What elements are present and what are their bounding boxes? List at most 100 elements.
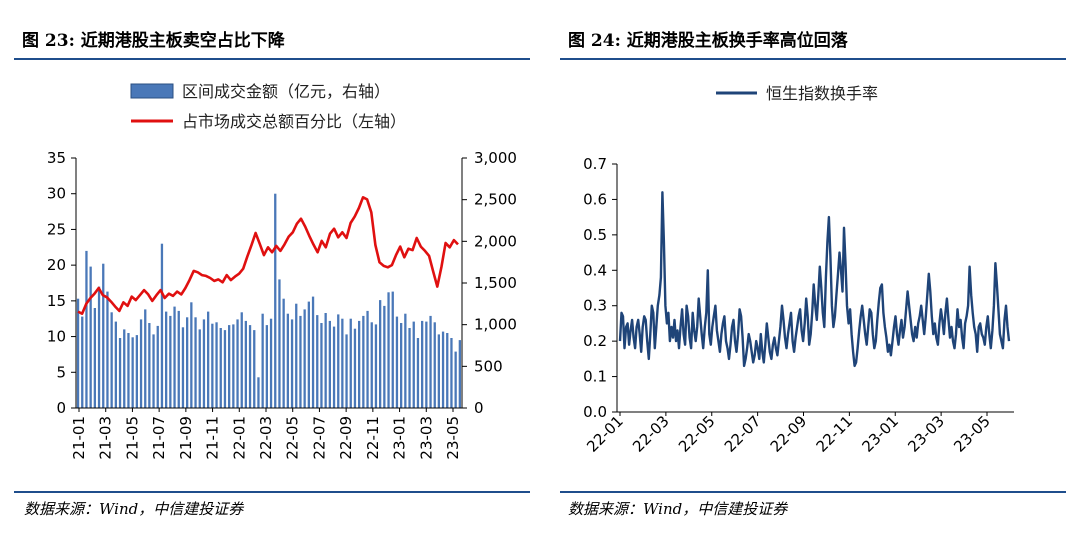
turnover-y-tick-label: 0.4 (583, 261, 607, 279)
volume-bar (433, 322, 436, 408)
volume-bar (454, 351, 457, 408)
volume-bar (253, 330, 256, 408)
volume-bar (265, 325, 268, 408)
volume-bar (181, 327, 185, 408)
volume-bar (379, 300, 382, 408)
turnover-x-tick-label: 22-09 (767, 412, 811, 456)
volume-bar (215, 322, 218, 408)
volume-bar (202, 319, 206, 408)
left-x-tick-label: 23-03 (417, 416, 435, 460)
volume-bar (374, 324, 378, 408)
volume-bar (458, 340, 461, 408)
volume-bar (446, 333, 449, 408)
volume-bar (194, 317, 197, 408)
left-x-tick-label: 22-01 (230, 416, 248, 460)
volume-bar (286, 313, 289, 408)
volume-bar (219, 328, 222, 408)
volume-bar (76, 298, 80, 408)
volume-bar (228, 325, 231, 408)
turnover-y-tick-label: 0.3 (583, 297, 607, 315)
left-y-tick-label: 15 (47, 292, 66, 310)
volume-bar (244, 320, 247, 408)
volume-bar (93, 308, 96, 408)
right-source-note: 数据来源：Wind，中信建投证券 (568, 500, 788, 518)
volume-bar (353, 328, 357, 408)
volume-bar (211, 323, 214, 408)
left-figure-title: 图 23: 近期港股主板卖空占比下降 (22, 31, 285, 51)
volume-bar (337, 314, 340, 408)
turnover-x-tick-label: 22-07 (721, 412, 765, 456)
volume-bar (156, 325, 159, 408)
volume-bar (152, 334, 155, 408)
turnover-rate-line (618, 191, 1011, 368)
volume-bar (429, 315, 432, 408)
volume-bar (160, 243, 164, 408)
left-x-tick-label: 22-07 (310, 416, 328, 460)
volume-bar (316, 315, 319, 408)
volume-bar (127, 333, 130, 408)
right-y-tick-label: 2,000 (474, 232, 517, 250)
volume-bar (400, 323, 403, 408)
volume-bar (412, 321, 415, 408)
volume-bar (404, 313, 407, 408)
volume-bar (81, 316, 84, 408)
left-x-tick-label: 23-01 (391, 416, 409, 460)
left-x-tick-label: 21-09 (177, 416, 195, 460)
volume-bar (416, 338, 420, 408)
volume-bar (303, 309, 306, 408)
left-x-tick-label: 22-11 (364, 416, 382, 460)
short-sell-ratio-line (77, 196, 459, 316)
volume-bar (123, 329, 126, 408)
volume-bar (240, 312, 243, 408)
volume-bar (248, 325, 252, 408)
turnover-y-tick-label: 0.0 (583, 403, 607, 421)
volume-bar (177, 310, 180, 408)
volume-bar (311, 296, 315, 408)
left-x-tick-label: 23-05 (444, 416, 462, 460)
volume-bar (186, 317, 189, 408)
left-x-tick-label: 21-03 (97, 416, 115, 460)
volume-bar (114, 321, 117, 408)
volume-bar (278, 279, 281, 408)
legend-bar-swatch (130, 83, 174, 99)
turnover-y-tick-label: 0.7 (583, 155, 607, 173)
volume-bar (190, 302, 193, 408)
volume-bar (358, 320, 361, 408)
right-y-tick-label: 0 (474, 399, 484, 417)
volume-bar (97, 286, 101, 408)
volume-bar (207, 311, 210, 408)
right-title-rule (560, 58, 1066, 60)
volume-bar (236, 319, 239, 408)
volume-bar (341, 318, 344, 408)
right-y-tick-label: 3,000 (474, 149, 517, 167)
left-x-tick-label: 22-05 (284, 416, 302, 460)
volume-bar (391, 291, 394, 408)
left-x-tick-label: 21-01 (70, 416, 88, 460)
legend-bar-label: 区间成交金额（亿元，右轴） (182, 82, 390, 101)
volume-bar (232, 324, 235, 408)
volume-bar (102, 263, 105, 408)
left-x-tick-label: 22-09 (337, 416, 355, 460)
volume-bar (282, 298, 285, 408)
volume-bar (257, 377, 260, 408)
left-x-tick-label: 21-07 (150, 416, 168, 460)
volume-bar (408, 328, 411, 408)
left-y-tick-label: 20 (47, 256, 66, 274)
left-y-tick-label: 25 (47, 220, 66, 238)
volume-bar (148, 323, 151, 408)
volume-bar (89, 266, 92, 408)
volume-bar (135, 335, 138, 408)
volume-bar (366, 310, 369, 408)
left-title-rule (14, 58, 530, 60)
volume-bar (370, 322, 373, 408)
turnover-x-tick-label: 23-01 (859, 412, 903, 456)
turnover-y-tick-label: 0.6 (583, 190, 607, 208)
right-y-tick-label: 1,500 (474, 274, 517, 292)
volume-bar (421, 320, 424, 408)
volume-bar (261, 313, 264, 408)
left-footer-rule (14, 491, 530, 493)
right-footer-rule (560, 491, 1066, 493)
volume-bar (106, 291, 109, 408)
volume-bar (383, 305, 386, 408)
